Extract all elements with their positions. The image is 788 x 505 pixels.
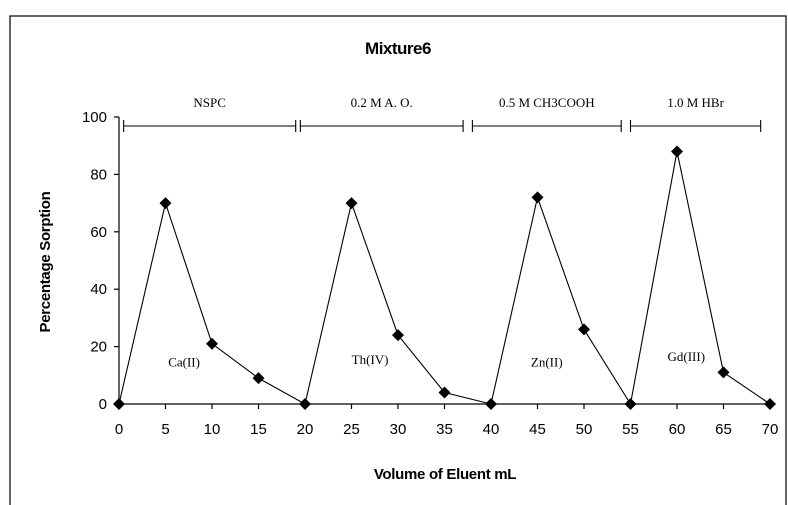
data-point: [438, 386, 451, 399]
data-point: [345, 197, 358, 210]
y-axis-title: Percentage Sorption: [37, 191, 54, 332]
eluent-label: 0.2 M A. O.: [351, 95, 413, 110]
y-tick-label: 20: [90, 339, 107, 356]
x-tick-label: 25: [343, 421, 360, 438]
data-point: [206, 337, 218, 350]
y-tick-label: 80: [90, 166, 107, 183]
chart-title: Mixture6: [365, 39, 431, 58]
x-tick-label: 5: [161, 421, 169, 438]
axes: 0 5 10 15 20 25 30 35 40 45 50 55 60 65 70 0 20 40 60 80 100: [82, 109, 778, 438]
y-tick-label: 60: [90, 224, 107, 241]
x-tick-label: 0: [115, 421, 123, 438]
x-tick-label: 65: [715, 421, 732, 438]
data-point: [578, 323, 590, 336]
ion-annotation: Ca(II): [168, 355, 200, 370]
x-tick-label: 55: [622, 421, 639, 438]
data-series: [113, 145, 776, 410]
x-tick-label: 50: [576, 421, 593, 438]
data-point: [252, 372, 265, 385]
x-tick-label: 20: [297, 421, 314, 438]
y-tick-label: 100: [82, 109, 107, 126]
eluent-label: 0.5 M CH3COOH: [499, 95, 595, 110]
data-point: [113, 398, 125, 410]
x-tick-label: 10: [204, 421, 221, 438]
x-tick-label: 30: [390, 421, 407, 438]
data-point: [159, 197, 172, 210]
ion-annotation: Th(IV): [352, 352, 389, 367]
x-tick-label: 35: [436, 421, 453, 438]
eluent-brackets: NSPC 0.2 M A. O. 0.5 M CH3COOH 1.0 M HBr: [123, 95, 762, 132]
x-tick-label: 60: [669, 421, 686, 438]
ion-annotation: Zn(II): [531, 355, 563, 370]
x-tick-label: 70: [762, 421, 779, 438]
data-point: [531, 191, 544, 204]
annotations: Ca(II) Th(IV) Zn(II) Gd(III): [168, 349, 705, 370]
data-point: [485, 398, 497, 410]
x-tick-label: 40: [483, 421, 500, 438]
x-tick-label: 45: [529, 421, 546, 438]
eluent-label: 1.0 M HBr: [667, 95, 724, 110]
data-point: [299, 398, 311, 410]
y-tick-label: 40: [90, 281, 107, 298]
data-point: [392, 329, 404, 342]
x-tick-label: 15: [250, 421, 267, 438]
data-point: [624, 398, 637, 410]
ion-annotation: Gd(III): [668, 349, 706, 364]
data-point: [764, 398, 776, 410]
data-point: [671, 145, 683, 158]
eluent-label: NSPC: [193, 95, 226, 110]
data-point: [717, 366, 730, 379]
y-tick-label: 0: [99, 396, 107, 413]
x-axis-title: Volume of Eluent mL: [374, 466, 516, 483]
